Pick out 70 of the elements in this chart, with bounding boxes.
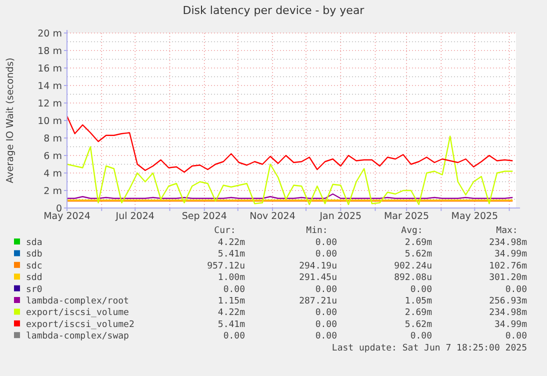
y-tick-label: 4 m: [44, 168, 62, 180]
text: Last update: Sat Jun 7 18:25:00 2025: [332, 343, 527, 354]
text: 902.24u: [394, 261, 432, 272]
text: 34.99m: [494, 250, 527, 260]
y-tick-label: 10 m: [38, 116, 62, 127]
text: 0.00: [410, 332, 432, 342]
legend-label: sdc: [26, 261, 42, 272]
x-tick-label: Mar 2025: [384, 211, 430, 222]
y-tick-label: 18 m: [38, 46, 62, 57]
x-tick-label: Nov 2024: [250, 211, 296, 222]
text: 2.69m: [404, 308, 432, 318]
text: 0.00: [315, 308, 337, 318]
text: 34.99m: [494, 320, 527, 330]
y-tick-label: 14 m: [38, 81, 62, 92]
text: 0.00: [315, 238, 337, 248]
line-series: [66, 116, 514, 173]
text: 0.00: [410, 284, 432, 295]
chart-title: Disk latency per device - by year: [182, 4, 365, 17]
y-tick-label: 12 m: [38, 98, 62, 110]
text: 287.21u: [299, 296, 337, 306]
y-tick-label: 2 m: [44, 186, 62, 197]
legend-label: export/iscsi_volume2: [26, 320, 134, 330]
line-series: [66, 136, 514, 206]
legend-label: sr0: [26, 284, 42, 295]
y-tick-label: 6 m: [44, 151, 62, 162]
x-tick-label: May 2025: [451, 211, 498, 222]
text: 5.62m: [404, 320, 432, 330]
y-tick-label: 16 m: [38, 64, 62, 74]
text: 301.20m: [489, 273, 527, 284]
text: 5.41m: [218, 320, 245, 330]
text: 1.15m: [218, 296, 245, 306]
text: 5.62m: [404, 250, 432, 260]
text: 892.08u: [394, 273, 432, 284]
text: 234.98m: [489, 308, 527, 318]
text: 294.19u: [299, 261, 337, 272]
text: 4.22m: [218, 238, 245, 248]
text: 0.00: [315, 250, 337, 260]
text: Cur:: [214, 226, 236, 236]
x-tick-label: Jan 2025: [318, 211, 362, 222]
text: 0.00: [505, 332, 527, 342]
text: Max:: [496, 226, 518, 236]
text: 1.00m: [218, 273, 245, 284]
x-tick-label: Sep 2024: [182, 211, 227, 222]
text: 0.00: [505, 284, 527, 295]
y-axis-title: Average IO Wait (seconds): [5, 58, 16, 184]
text: 0.00: [223, 284, 245, 295]
text: 957.12u: [207, 261, 245, 272]
text: 2.69m: [404, 238, 432, 248]
text: Min:: [306, 226, 328, 236]
text: 4.22m: [218, 308, 245, 318]
text: 1.05m: [404, 296, 432, 306]
text: 0.00: [315, 332, 337, 342]
y-tick-label: 20 m: [38, 28, 62, 40]
legend-label: sdd: [26, 273, 42, 284]
text: 291.45u: [299, 273, 337, 284]
text: 102.76m: [489, 261, 527, 272]
legend-label: lambda-complex/root: [26, 296, 129, 306]
legend-label: sdb: [26, 250, 42, 260]
legend-label: sda: [26, 238, 42, 248]
legend-label: lambda-complex/swap: [26, 332, 129, 342]
text: 5.41m: [218, 250, 245, 260]
text: 256.93m: [489, 296, 527, 306]
text: 0.00: [315, 320, 337, 330]
text: 0.00: [315, 284, 337, 295]
text: 234.98m: [489, 238, 527, 248]
y-tick-label: 8 m: [44, 134, 62, 144]
legend-label: export/iscsi_volume: [26, 308, 129, 318]
text: 0.00: [223, 332, 245, 342]
x-tick-label: Jul 2024: [114, 211, 154, 222]
text: Avg:: [401, 226, 423, 236]
